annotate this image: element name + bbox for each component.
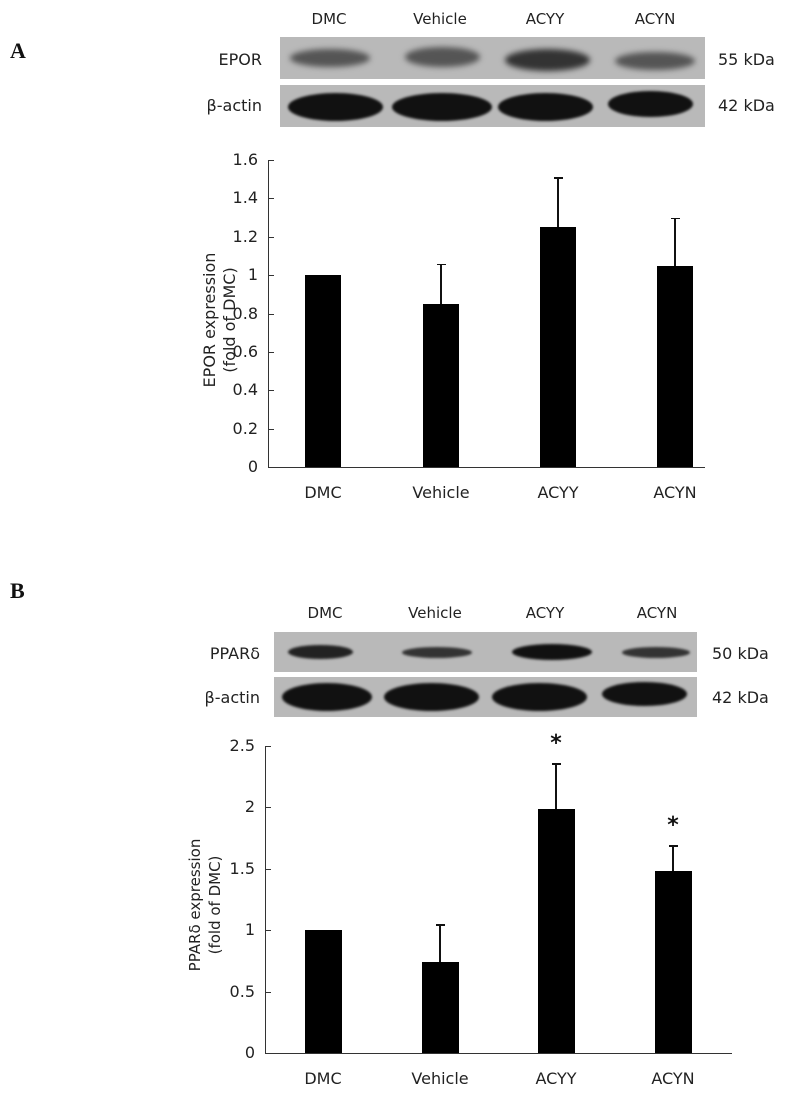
y-tick-label: 1.4: [232, 188, 258, 208]
error-bar-cap: [436, 263, 446, 266]
error-bar-cap: [670, 217, 680, 220]
error-bar-cap: [553, 177, 563, 179]
error-bar: [555, 763, 557, 809]
y-tick-label: 1.2: [232, 226, 258, 246]
y-tick: [268, 275, 274, 277]
error-bar: [439, 924, 441, 963]
x-category-label: DMC: [304, 483, 342, 502]
y-tick-label: 0.6: [232, 341, 258, 361]
x-category-label: ACYY: [535, 1069, 577, 1088]
y-tick-label: 0.5: [229, 981, 255, 1001]
panel-letter-a: A: [10, 38, 26, 63]
y-tick: [268, 428, 274, 430]
y-tick: [265, 1053, 271, 1054]
bar-vehicle: [421, 962, 459, 1053]
blot-a-row-label-epor: EPOR: [218, 50, 262, 69]
x-category-label: ACYY: [537, 483, 579, 502]
y-tick: [268, 236, 274, 238]
error-bar-cap: [435, 924, 445, 926]
blot-a-lane-vehicle: Vehicle: [413, 10, 467, 28]
blot-b-actin-strip: [274, 677, 697, 717]
y-tick-label: 2: [244, 797, 255, 817]
blot-a-actin-strip: [280, 85, 705, 127]
y-tick-label: 1: [244, 920, 255, 940]
y-tick: [268, 467, 274, 468]
error-bar: [557, 177, 559, 228]
y-tick: [265, 746, 271, 747]
y-tick-label: 1: [247, 265, 258, 285]
bar-acyy: [540, 227, 576, 467]
blot-a-row-label-actin: β-actin: [206, 96, 262, 115]
blot-a-lane-acyn: ACYN: [634, 10, 676, 28]
y-tick: [268, 160, 274, 161]
y-tick: [265, 868, 271, 870]
y-tick-label: 2.5: [229, 736, 255, 755]
x-category-label: DMC: [304, 1069, 342, 1088]
y-tick: [268, 351, 274, 353]
x-category-label: ACYN: [651, 1069, 695, 1088]
blot-b-lane-acyn: ACYN: [636, 604, 678, 622]
error-bar: [440, 263, 442, 304]
significance-asterisk: *: [550, 731, 562, 757]
y-tick-label: 1.5: [229, 858, 255, 878]
y-tick: [265, 991, 271, 993]
blot-a-kda-actin: 42 kDa: [718, 96, 775, 115]
y-tick-label: 0.8: [232, 303, 258, 323]
blot-a-lane-dmc: DMC: [311, 10, 347, 28]
y-tick-label: 0.4: [232, 380, 258, 400]
significance-asterisk: *: [667, 813, 679, 839]
blot-b-lane-dmc: DMC: [307, 604, 343, 622]
y-tick: [268, 390, 274, 392]
y-tick: [265, 807, 271, 809]
chart-a-ylabel-line1: EPOR expression: [200, 252, 219, 388]
blot-b-lane-vehicle: Vehicle: [408, 604, 462, 622]
chart-b-x-axis: [265, 1053, 732, 1054]
bar-acyy: [537, 808, 575, 1053]
bar-acyn: [657, 265, 693, 467]
y-tick-label: 0.2: [232, 418, 258, 438]
blot-a-kda-epor: 55 kDa: [718, 50, 775, 69]
panel-letter-b: B: [10, 578, 25, 603]
y-tick-label: 0: [247, 457, 258, 476]
blot-b-row-label-actin: β-actin: [204, 688, 260, 707]
chart-b-ylabel-line1: PPARδ expression: [186, 838, 204, 972]
y-tick-label: 1.6: [232, 150, 258, 169]
blot-a-lane-acyy: ACYY: [525, 10, 565, 28]
chart-a-x-axis: [268, 467, 705, 468]
error-bar: [674, 217, 676, 266]
blot-b-row-label-ppard: PPARδ: [209, 644, 260, 663]
chart-b-y-axis: [265, 746, 266, 1053]
x-category-label: Vehicle: [412, 483, 470, 502]
y-tick: [265, 930, 271, 932]
error-bar: [672, 845, 674, 872]
y-tick: [268, 198, 274, 200]
blot-b-kda-ppard: 50 kDa: [712, 644, 769, 663]
x-category-label: Vehicle: [411, 1069, 469, 1088]
error-bar-cap: [551, 763, 561, 765]
blot-b-ppard-strip: [274, 632, 697, 672]
y-tick: [268, 313, 274, 315]
y-tick-label: 0: [244, 1043, 255, 1062]
bar-vehicle: [423, 303, 459, 467]
blot-b-lane-acyy: ACYY: [525, 604, 565, 622]
bar-dmc: [304, 930, 342, 1053]
bar-dmc: [305, 275, 341, 467]
error-bar-cap: [668, 845, 678, 847]
blot-a-epor-strip: [280, 37, 705, 79]
bar-acyn: [654, 871, 692, 1053]
blot-b-kda-actin: 42 kDa: [712, 688, 769, 707]
x-category-label: ACYN: [653, 483, 697, 502]
